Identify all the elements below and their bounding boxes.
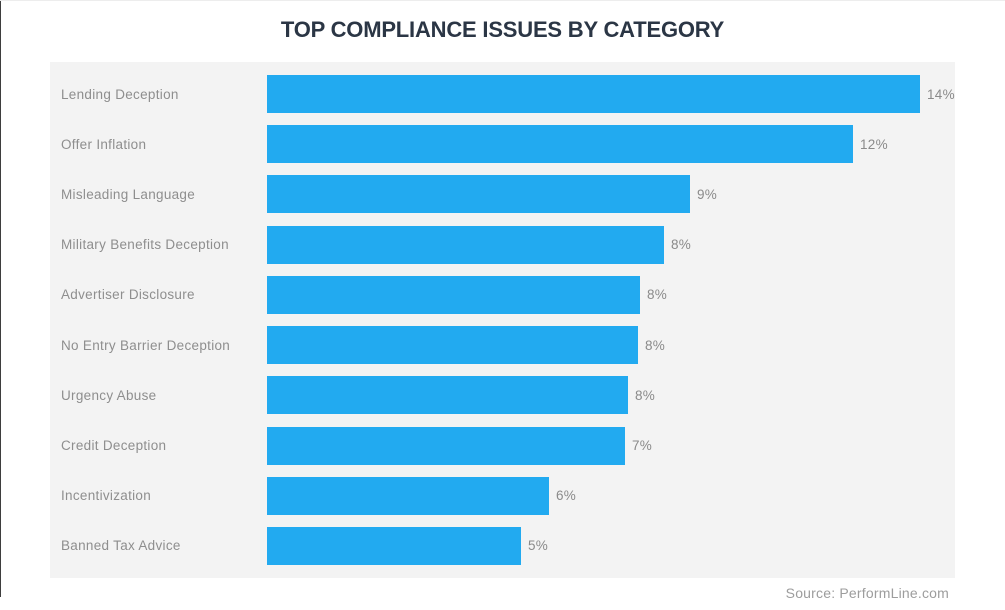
value-label: 14% — [927, 86, 955, 102]
bar-track: 5% — [267, 526, 955, 565]
category-label: Advertiser Disclosure — [61, 287, 195, 303]
chart-title: TOP COMPLIANCE ISSUES BY CATEGORY — [280, 17, 725, 42]
bar — [267, 376, 628, 415]
category-label: Offer Inflation — [61, 136, 147, 152]
bar — [267, 175, 690, 214]
bar-track: 8% — [267, 376, 955, 415]
bar — [267, 526, 521, 565]
value-label: 8% — [645, 337, 666, 353]
bar-track: 8% — [267, 225, 955, 264]
bar-track: 14% — [267, 75, 955, 113]
category-label: Lending Deception — [61, 86, 179, 102]
value-label: 8% — [671, 237, 692, 253]
bar-row: Offer Inflation 12% — [50, 125, 955, 164]
value-label: 7% — [632, 438, 653, 454]
value-label: 8% — [635, 387, 656, 403]
category-label: Misleading Language — [61, 186, 196, 202]
bar-track: 9% — [267, 175, 955, 214]
bar-row: Credit Deception 7% — [50, 426, 955, 465]
bar — [267, 75, 920, 113]
category-label: Banned Tax Advice — [61, 538, 181, 554]
bar-row: Urgency Abuse 8% — [50, 376, 955, 415]
bar — [267, 476, 549, 515]
category-label: Incentivization — [61, 488, 152, 504]
bar-track: 8% — [267, 326, 955, 365]
bar — [267, 125, 853, 164]
bar-row: Lending Deception 14% — [50, 75, 955, 113]
value-label: 6% — [556, 488, 577, 504]
bar-row: No Entry Barrier Deception 8% — [50, 326, 955, 365]
category-label: Urgency Abuse — [61, 387, 157, 403]
source-note: Source: PerformLine.com — [785, 585, 949, 601]
value-label: 9% — [697, 186, 718, 202]
left-edge-divider — [0, 1, 1, 597]
category-label: Military Benefits Deception — [61, 237, 229, 253]
bar-row: Advertiser Disclosure 8% — [50, 275, 955, 314]
bar — [267, 225, 664, 264]
bar — [267, 326, 638, 365]
chart-panel: Lending Deception 14% Offer Inflation 12… — [50, 62, 955, 578]
bar-row: Military Benefits Deception 8% — [50, 225, 955, 264]
value-label: 5% — [528, 538, 549, 554]
bar — [267, 426, 625, 465]
bar-row: Misleading Language 9% — [50, 175, 955, 214]
value-label: 12% — [860, 136, 888, 152]
bar — [267, 275, 640, 314]
bar-track: 7% — [267, 426, 955, 465]
bar-row: Banned Tax Advice 5% — [50, 526, 955, 565]
value-label: 8% — [647, 287, 668, 303]
bar-track: 8% — [267, 275, 955, 314]
bar-track: 6% — [267, 476, 955, 515]
category-label: No Entry Barrier Deception — [61, 337, 231, 353]
bar-track: 12% — [267, 125, 955, 164]
bar-row: Incentivization 6% — [50, 476, 955, 515]
category-label: Credit Deception — [61, 438, 167, 454]
